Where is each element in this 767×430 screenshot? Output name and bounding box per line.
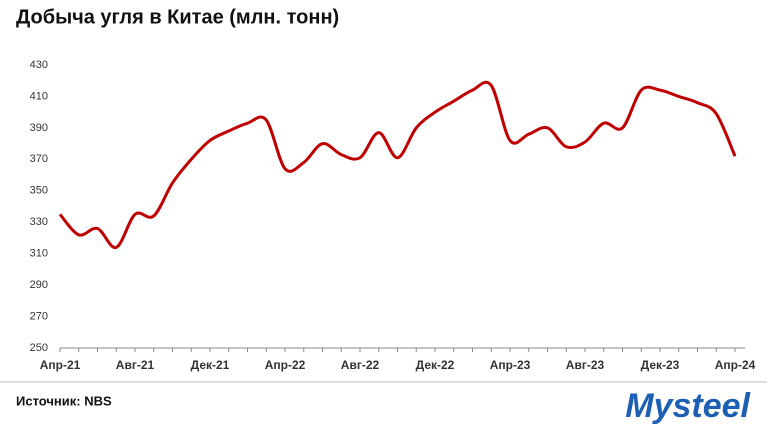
y-tick-label: 270 [30,310,48,322]
y-tick-label: 310 [30,248,48,260]
series-line [58,80,737,249]
y-tick-label: 410 [30,90,48,102]
x-tick-label: Апр-22 [265,358,306,372]
y-tick-label: 430 [30,59,48,71]
x-tick-label: Апр-24 [715,358,756,372]
x-tick-label: Авг-23 [566,358,605,372]
x-tick-label: Дек-21 [191,358,230,372]
y-tick-label: 330 [30,216,48,228]
x-tick-label: Авг-21 [116,358,155,372]
y-tick-label: 290 [30,279,48,291]
y-tick-label: 370 [30,153,48,165]
chart-title: Добыча угля в Китае (млн. тонн) [16,6,339,28]
source: Источник: NBS [16,393,112,408]
x-tick-label: Авг-22 [341,358,380,372]
x-tick-label: Дек-22 [416,358,455,372]
logo: Mysteel [625,387,751,425]
y-tick-label: 250 [30,342,48,354]
x-tick-label: Апр-23 [490,358,531,372]
y-tick-label: 350 [30,185,48,197]
x-tick-label: Апр-21 [40,358,81,372]
x-tick-label: Дек-23 [641,358,680,372]
y-tick-label: 390 [30,122,48,134]
